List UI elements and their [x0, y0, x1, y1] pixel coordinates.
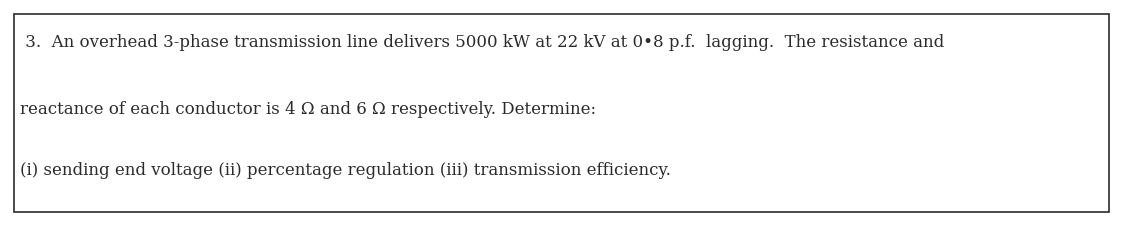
- Text: reactance of each conductor is 4 Ω and 6 Ω respectively. Determine:: reactance of each conductor is 4 Ω and 6…: [20, 101, 596, 118]
- FancyBboxPatch shape: [14, 14, 1109, 211]
- Text: 3.  An overhead 3-phase transmission line delivers 5000 kW at 22 kV at 0•8 p.f. : 3. An overhead 3-phase transmission line…: [20, 34, 945, 51]
- Text: (i) sending end voltage (ii) percentage regulation (iii) transmission efficiency: (i) sending end voltage (ii) percentage …: [20, 162, 672, 179]
